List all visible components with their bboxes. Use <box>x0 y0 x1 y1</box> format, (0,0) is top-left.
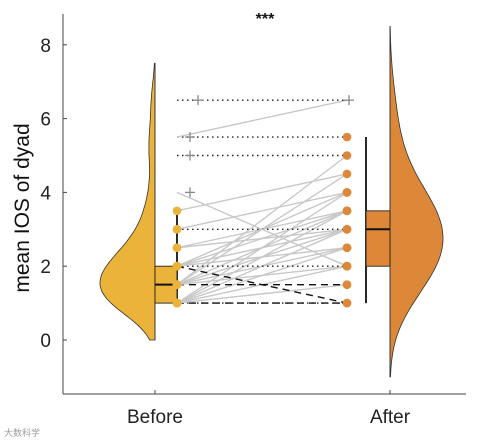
pair-connector <box>176 228 348 249</box>
y-tick-label: 2 <box>40 257 51 278</box>
before-point <box>172 225 182 234</box>
y-tick-label: 0 <box>40 331 51 352</box>
before-point <box>172 298 182 308</box>
x-tick-label: After <box>370 407 411 428</box>
data-point-layer <box>172 95 354 308</box>
pair-connector <box>176 283 348 304</box>
before-point <box>172 243 182 253</box>
pair-connector <box>176 191 348 230</box>
before-violin <box>99 62 156 341</box>
after-point <box>342 261 352 271</box>
x-tick-label: Before <box>127 407 183 428</box>
violin-layer <box>99 26 444 378</box>
after-point <box>342 132 352 142</box>
after-point <box>342 243 352 253</box>
y-tick-label: 8 <box>40 36 51 57</box>
y-tick-label: 4 <box>40 183 51 204</box>
pair-connector <box>176 173 348 212</box>
after-violin <box>389 26 444 378</box>
before-point <box>172 206 182 216</box>
significance-label: *** <box>256 11 275 28</box>
y-axis-label: mean IOS of dyad <box>11 123 34 292</box>
pair-connector <box>176 265 348 286</box>
after-point <box>342 298 352 308</box>
y-tick-label: 6 <box>40 110 51 131</box>
pair-connector <box>176 191 348 267</box>
pair-connector <box>176 265 348 304</box>
watermark: 大数科学 <box>4 427 40 438</box>
pair-connector <box>176 99 348 138</box>
pair-connector-layer <box>176 99 348 304</box>
pair-connector <box>176 247 348 267</box>
after-point <box>342 151 352 160</box>
pair-connector <box>176 154 348 286</box>
after-point <box>342 206 352 216</box>
after-point <box>342 188 352 197</box>
after-point <box>342 280 352 289</box>
before-point <box>172 261 182 271</box>
boxplot-layer <box>154 137 391 304</box>
axes-layer: 0 2 4 6 8 Before After <box>40 14 466 428</box>
after-point <box>342 169 352 179</box>
after-box <box>365 210 391 267</box>
after-point <box>342 225 352 234</box>
before-point <box>172 280 182 289</box>
pair-connector <box>176 228 348 267</box>
